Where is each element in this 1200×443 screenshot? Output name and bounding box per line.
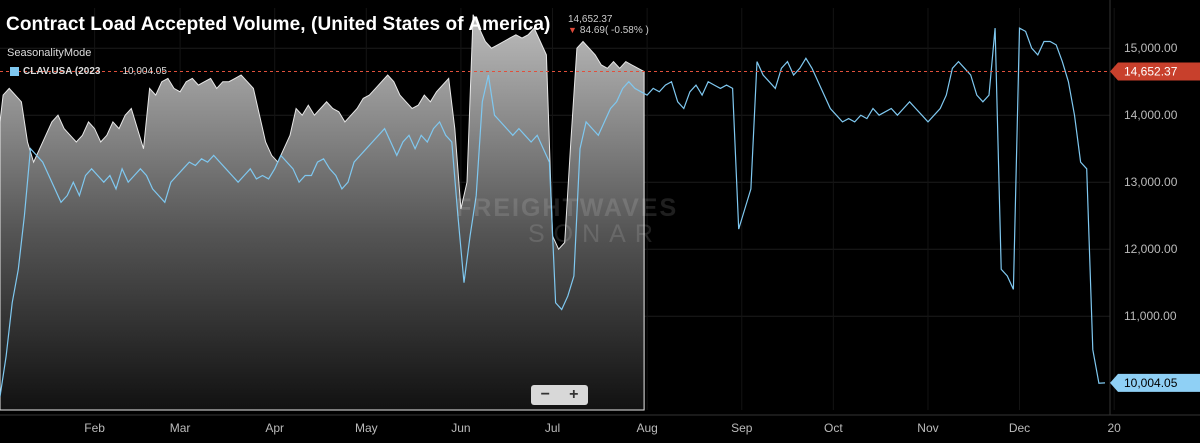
y-tick-label: 15,000.00: [1124, 41, 1178, 55]
x-tick-label: 20: [1107, 421, 1121, 435]
x-tick-label: Nov: [917, 421, 938, 435]
zoom-control: − +: [531, 385, 588, 405]
last-value: 14,652.37: [568, 14, 613, 25]
x-tick-label: Sep: [731, 421, 753, 435]
y-tick-label: 11,000.00: [1124, 309, 1177, 323]
reference-value-label-bg: [1110, 62, 1200, 81]
legend-series-value: 10,004.05: [122, 66, 167, 77]
x-tick-label: Jun: [451, 421, 470, 435]
legend[interactable]: CLAV.USA (2023 10,004.05: [10, 66, 167, 77]
legend-series-name: CLAV.USA (2023: [23, 66, 101, 77]
x-tick-label: May: [355, 421, 378, 435]
change-value: ▼ 84.69( -0.58% ): [568, 25, 649, 36]
last-value-label: 10,004.05: [1124, 376, 1178, 390]
zoom-in-button[interactable]: +: [569, 386, 579, 403]
x-tick-label: Jul: [545, 421, 560, 435]
x-axis: Feb Mar Apr May Jun Jul Aug Sep Oct Nov Dec 20: [0, 414, 1200, 435]
last-value-label-bg: [1110, 373, 1200, 392]
price-labels: 14,652.37 10,004.05: [1110, 62, 1200, 392]
x-tick-label: Dec: [1009, 421, 1030, 435]
x-tick-label: Feb: [84, 421, 105, 435]
x-tick-label: Aug: [636, 421, 657, 435]
area-series: [0, 14, 645, 411]
y-axis: 11,000.00 12,000.00 13,000.00 14,000.00 15,0…: [1109, 0, 1178, 415]
y-tick-label: 14,000.00: [1124, 108, 1178, 122]
legend-swatch-icon: [10, 67, 19, 76]
x-tick-label: Mar: [170, 421, 191, 435]
seasonality-mode-label: SeasonalityMode: [7, 47, 92, 59]
line-series: [0, 27, 1106, 397]
x-tick-label: Apr: [265, 421, 284, 435]
watermark-freightwaves: FREIGHTWAVES: [456, 194, 679, 222]
change-text: 84.69( -0.58% ): [579, 25, 649, 36]
chart-title: Contract Load Accepted Volume, (United S…: [6, 14, 551, 35]
y-tick-label: 12,000.00: [1124, 242, 1178, 256]
watermark-sonar: SONAR: [528, 220, 662, 248]
reference-value-label: 14,652.37: [1124, 64, 1178, 78]
line-series-path: [0, 27, 1106, 397]
zoom-out-button[interactable]: −: [540, 386, 550, 403]
area-series-path: [0, 14, 645, 411]
x-tick-label: Oct: [824, 421, 843, 435]
y-tick-label: 13,000.00: [1124, 175, 1178, 189]
down-arrow-icon: ▼: [568, 25, 577, 35]
